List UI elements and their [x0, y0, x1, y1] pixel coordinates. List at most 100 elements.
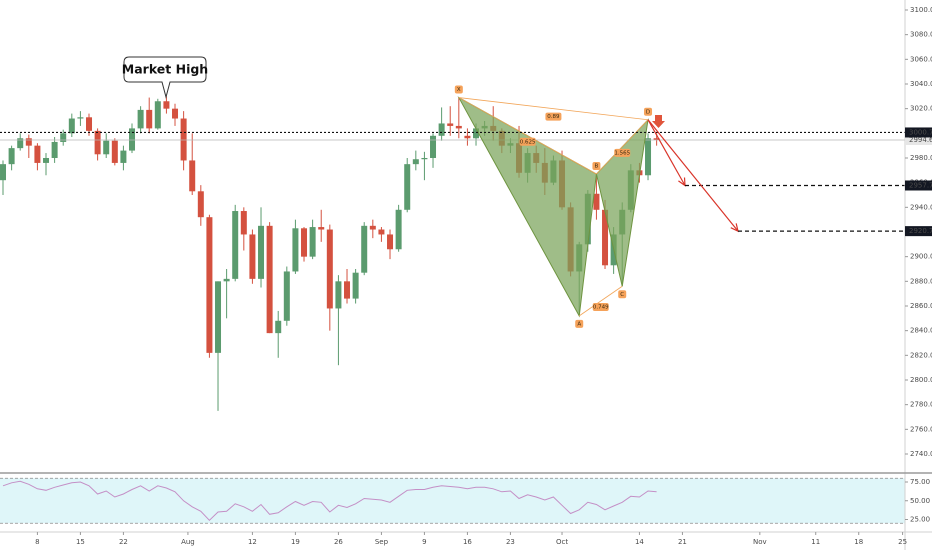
candle-body: [361, 225, 368, 273]
candle-body: [352, 272, 359, 299]
x-tick-label: 8: [35, 538, 39, 546]
projection-arrow: [647, 119, 686, 186]
y-tick-label: 2780.0: [910, 401, 932, 409]
point-tag: [454, 85, 463, 94]
candle-body: [189, 160, 196, 192]
candle-body: [653, 138, 660, 140]
candle-body: [421, 157, 428, 160]
x-tick-label: 21: [678, 538, 687, 546]
candle-body: [137, 109, 144, 129]
candle-body: [387, 234, 394, 250]
point-label: A: [577, 321, 581, 327]
y-tick-label: 3100.0: [910, 6, 932, 14]
x-tick-label: 26: [334, 538, 343, 546]
candle-body: [94, 130, 101, 155]
candle-body: [645, 138, 652, 176]
point-label: X: [457, 87, 461, 93]
y-tick-label: 3060.0: [910, 55, 932, 63]
y-tick-label: 2980.0: [910, 154, 932, 162]
candle-body: [232, 211, 239, 279]
candle-body: [77, 117, 84, 119]
ratio-tag: [545, 112, 562, 121]
x-tick-label: 22: [119, 538, 128, 546]
ratio-tag: [519, 137, 536, 146]
x-tick-label: 9: [422, 538, 426, 546]
candle-body: [154, 101, 161, 129]
candle-body: [0, 164, 7, 181]
candle-body: [111, 140, 118, 163]
candle-body: [602, 209, 609, 266]
level-tag: [905, 226, 932, 237]
point-label: B: [595, 164, 599, 170]
y-tick-label: 2860.0: [910, 302, 932, 310]
x-tick-label: Nov: [753, 538, 767, 546]
last-price-label: 2994.6: [909, 136, 932, 144]
candle-body: [86, 117, 93, 131]
x-tick-label: Aug: [181, 538, 195, 546]
x-tick-label: 23: [506, 538, 515, 546]
candle-body: [447, 123, 454, 126]
candle-body: [326, 229, 333, 309]
last-price-tag: [905, 134, 932, 145]
ratio-leg: [578, 285, 623, 317]
candle-body: [455, 125, 462, 129]
callout-box: [123, 56, 207, 99]
candle-body: [51, 141, 58, 158]
point-label: D: [646, 109, 650, 115]
y-tick-label: 3080.0: [910, 31, 932, 39]
candle-body: [301, 228, 308, 257]
candle-body: [249, 234, 256, 279]
candle-body: [369, 225, 376, 230]
candle-body: [395, 209, 402, 250]
candle-body: [258, 225, 265, 279]
price-pane: [0, 96, 905, 411]
candle-body: [438, 123, 445, 136]
ratio-tag: [592, 303, 609, 312]
ratio-label: 0.749: [593, 305, 609, 311]
rsi-tick-label: 75.00: [910, 478, 930, 486]
candle-body: [473, 128, 480, 139]
candle-body: [146, 109, 153, 129]
level-label: 2920.7: [909, 227, 932, 235]
x-tick-label: 19: [291, 538, 300, 546]
ratio-tag: [614, 148, 631, 157]
candle-body: [60, 133, 67, 142]
x-tick-label: 16: [463, 538, 472, 546]
x-tick-label: 14: [635, 538, 644, 546]
level-label: 2957.7: [909, 181, 932, 189]
candle-body: [197, 191, 204, 218]
candle-body: [215, 281, 222, 353]
candle-body: [172, 108, 179, 119]
candle-body: [292, 228, 299, 272]
point-tag: [644, 107, 653, 116]
y-tick-label: 2800.0: [910, 376, 932, 384]
y-tick-label: 2900.0: [910, 253, 932, 261]
rsi-band: [0, 478, 905, 524]
y-tick-label: 3020.0: [910, 105, 932, 113]
rsi-line: [2, 480, 657, 522]
pattern-layer: 0.625 0.89 0.749 1.565 X A B C D: [0, 85, 905, 328]
ratio-label: 1.565: [614, 150, 630, 156]
candle-body: [275, 320, 282, 334]
candle-body: [206, 217, 213, 353]
candle-body: [412, 159, 419, 165]
market-high-callout: Market High: [122, 56, 208, 99]
rsi-pane: [0, 477, 905, 524]
point-tag: [575, 319, 584, 328]
candle-body: [335, 281, 342, 309]
ratio-leg: [458, 97, 649, 121]
candle-body: [240, 211, 247, 235]
y-tick-label: 2880.0: [910, 277, 932, 285]
level-label: 3000.7: [909, 128, 932, 136]
sell-arrow-icon: [652, 115, 665, 128]
candle-body: [34, 145, 41, 163]
candle-body: [180, 118, 187, 161]
y-tick-label: 2840.0: [910, 327, 932, 335]
candle-body: [129, 128, 136, 151]
point-label: C: [620, 292, 624, 298]
candle-body: [103, 140, 110, 155]
candle-body: [17, 138, 24, 149]
x-tick-label: 25: [898, 538, 907, 546]
